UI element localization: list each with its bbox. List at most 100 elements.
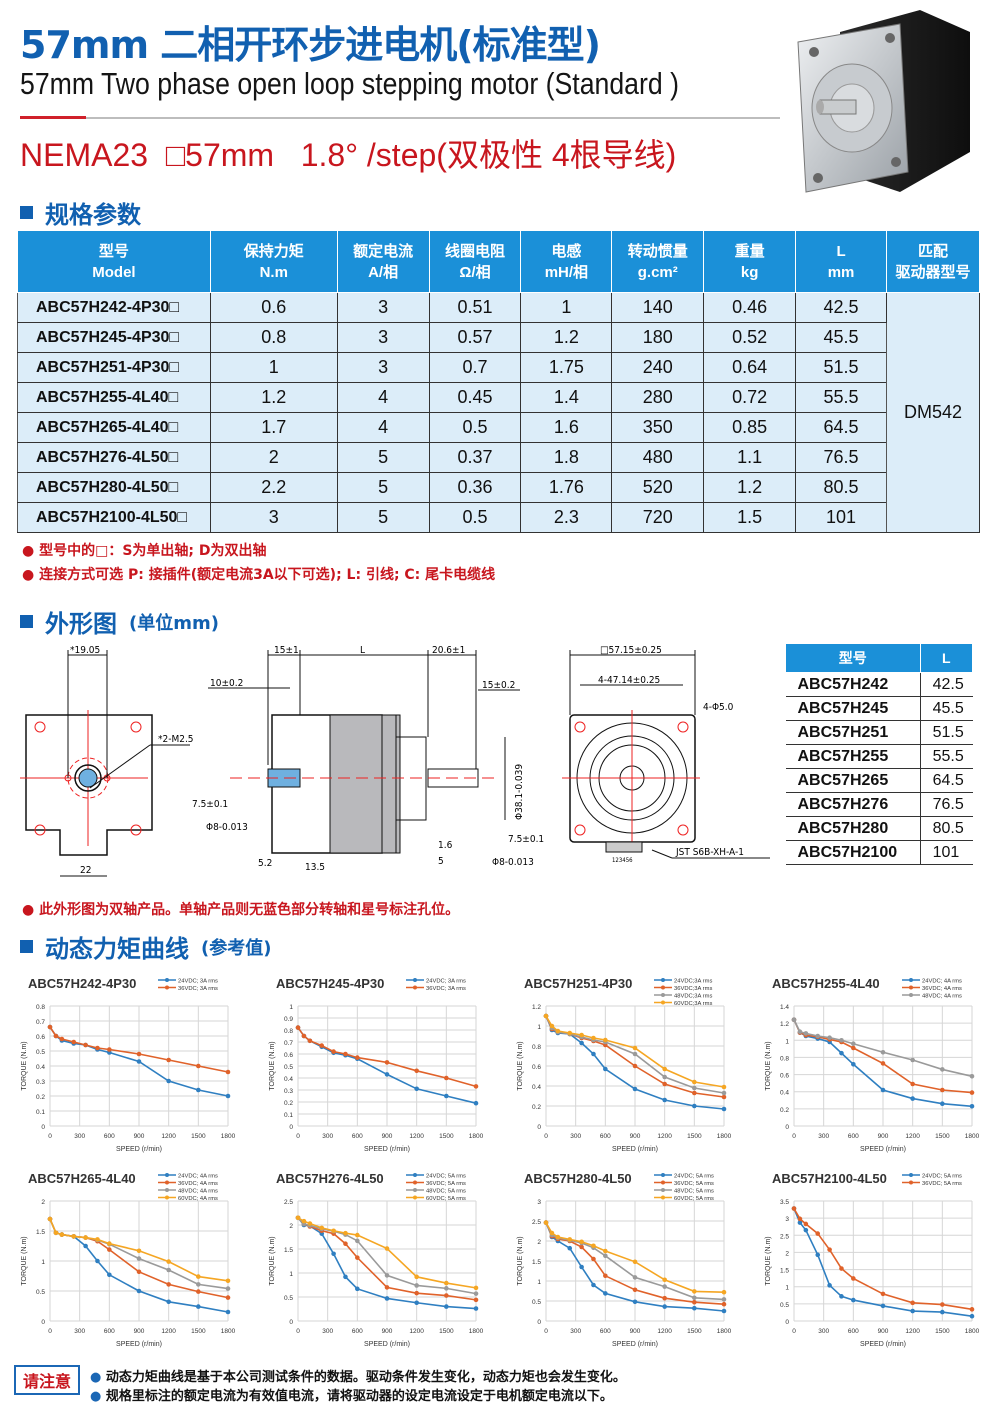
x-tick-label: 1500 [439,1133,454,1140]
data-point [83,1235,88,1240]
data-point [827,1283,832,1288]
data-point [301,1218,307,1224]
y-tick-label: 3 [537,1199,541,1206]
data-point [692,1085,697,1091]
data-point [910,1308,915,1314]
data-point [662,1097,667,1103]
value-cell: 76.5 [795,442,887,473]
value-cell: 0.7 [428,352,522,383]
y-axis-label: TORQUE (N.m) [269,1236,276,1285]
dim-side-h: Φ38.1-0.039 [514,764,525,820]
chart-title: ABC57H255-4L40 [772,976,880,991]
outline-heading: 外形图 (单位mm) [20,604,219,639]
x-tick-label: 1200 [409,1133,424,1140]
x-tick-label: 1500 [439,1328,454,1335]
legend-label: 48VDC;3A rms [674,993,712,999]
legend-label: 36VDC; 3A rms [178,986,218,992]
value-cell: 3 [336,322,430,353]
data-point [632,1299,638,1305]
data-point [940,1101,945,1107]
value-cell: 480 [611,442,705,473]
x-tick-label: 1500 [935,1133,950,1140]
data-point [107,1247,112,1252]
legend-marker [661,1195,665,1200]
value-cell: 1.4 [520,382,613,413]
data-point [839,1050,844,1056]
value-cell: 1.2 [209,382,338,413]
value-cell: 64.5 [795,412,887,443]
value-cell: 140 [611,292,705,323]
x-axis-label: SPEED (r/min) [612,1341,658,1348]
data-point [307,1038,313,1044]
chart-svg: 0 0.1 0.2 0.3 0.4 0.5 0.6 0.7 0.8 0 300 600 900 1200 1… [21,978,236,1153]
legend-marker [413,1180,417,1185]
data-point [384,1273,390,1278]
value-cell: 180 [611,322,705,353]
legend-label: 36VDC;3A rms [674,986,712,992]
x-tick-label: 600 [848,1328,859,1335]
legend-marker [413,978,417,982]
value-cell: 2.3 [520,502,613,533]
y-tick-label: 0 [537,1319,541,1326]
data-point [591,1282,596,1288]
legend-label: 24VDC;3A rms [674,978,712,984]
curves-heading: 动态力矩曲线 (参考值) [20,929,271,964]
data-point [940,1067,945,1072]
curves-heading-sub: (参考值) [201,937,272,959]
data-point [797,1029,803,1035]
y-tick-label: 0.3 [36,1079,45,1086]
table-row: ABC57H242 42.5 [785,672,973,697]
y-tick-label: 0.2 [532,1104,541,1111]
data-point [196,1274,201,1279]
value-cell: 0.6 [209,292,338,323]
legend-label: 24VDC; 4A rms [178,1173,218,1179]
x-tick-label: 600 [104,1133,115,1140]
model-cell: ABC57H245-4P30□ [17,322,211,353]
value-cell: 0.51 [428,292,522,323]
data-point [414,1290,419,1296]
y-tick-label: 0 [537,1124,541,1131]
column-header-en: Model [92,263,136,281]
y-tick-label: 2.5 [284,1199,293,1206]
dim-rear-c: 4-Φ5.0 [703,702,734,713]
column-header: 额定电流 A/相 [336,230,430,293]
title-rule-accent [20,116,86,119]
y-tick-label: 0.7 [36,1019,45,1026]
length-table-header: 型号 [785,643,921,673]
outline-note: ● 此外形图为双轴产品。单轴产品则无蓝色部分转轴和星号标注孔位。 [22,902,460,918]
column-header-cn: 额定电流 [353,242,414,260]
table-row: ABC57H255 55.5 [785,744,973,769]
data-point [692,1103,697,1109]
value-cell: 1 [520,292,613,323]
data-point [662,1304,667,1309]
length-cell: 76.5 [920,792,973,817]
x-axis-label: SPEED (r/min) [860,1341,906,1348]
y-axis-label: TORQUE (N.m) [21,1041,28,1090]
data-point [136,1288,142,1294]
data-point [827,1035,832,1041]
legend-marker [661,1188,665,1192]
x-tick-label: 600 [600,1328,611,1335]
value-cell: 1.75 [520,352,613,383]
data-point [414,1086,419,1092]
value-cell: 520 [611,472,705,503]
data-point [343,1230,348,1236]
data-point [384,1285,390,1290]
value-cell: 2 [209,442,338,473]
y-axis-label: TORQUE (N.m) [765,1236,772,1285]
y-tick-label: 0.1 [36,1109,45,1116]
value-cell: 0.72 [703,382,797,413]
data-point [579,1239,584,1245]
chart-title: ABC57H265-4L40 [28,1171,136,1186]
value-cell: 0.46 [703,292,797,323]
data-point [307,1221,313,1226]
y-tick-label: 0 [41,1319,45,1326]
dim-rear-b: 4-47.14±0.25 [598,675,660,686]
data-point [549,1230,555,1236]
data-point [59,1232,65,1237]
data-point [53,1033,59,1039]
value-cell: 3 [209,502,338,533]
y-tick-label: 0.4 [284,1076,293,1083]
data-point [47,1216,53,1222]
chart-svg: 0 0.2 0.4 0.6 0.8 1 1.2 1.4 0 300 600 900 1200 1500 18… [765,978,980,1153]
